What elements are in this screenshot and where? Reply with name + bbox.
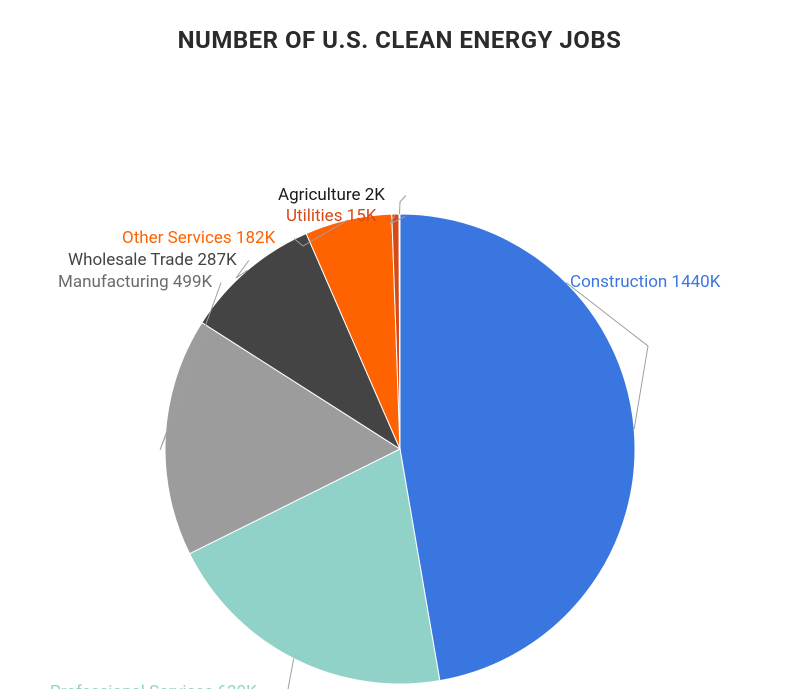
slice-label: Construction 1440K bbox=[570, 274, 720, 291]
pie-chart: Construction 1440K Professional Services … bbox=[0, 54, 799, 689]
leader-line bbox=[284, 659, 294, 689]
pie-svg bbox=[0, 54, 799, 689]
chart-title: NUMBER OF U.S. CLEAN ENERGY JOBS bbox=[0, 0, 799, 54]
slice-label: Manufacturing 499K bbox=[58, 274, 212, 291]
leader-line bbox=[400, 196, 406, 215]
slice-label: Wholesale Trade 287K bbox=[68, 252, 237, 269]
slice-label: Agriculture 2K bbox=[278, 187, 385, 204]
slice-label: Utilities 15K bbox=[286, 208, 376, 225]
slice-label: Professional Services 620K bbox=[50, 684, 257, 689]
slice-label: Other Services 182K bbox=[122, 230, 275, 247]
